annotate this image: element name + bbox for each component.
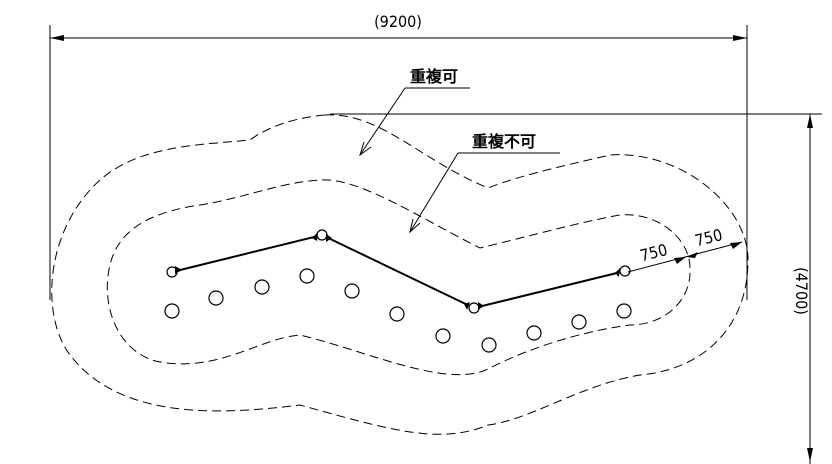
height-arrow-top <box>807 114 813 128</box>
height-arrow-bottom <box>807 448 813 462</box>
width-dimension-text: (9200) <box>374 12 422 31</box>
label-overlap-allowed: 重複可 <box>410 67 458 86</box>
pile-circle <box>435 328 451 344</box>
outer-boundary <box>51 114 749 435</box>
bolt-tick <box>312 232 318 241</box>
offset-arrow <box>686 252 698 258</box>
label-overlap-not-allowed: 重複不可 <box>472 132 536 151</box>
leader-arrow-overlap-allowed <box>359 141 372 157</box>
bolt-tick <box>615 268 620 277</box>
offset-dimension-line <box>627 241 743 273</box>
offset-outer-text: 750 <box>693 225 724 250</box>
height-dimension-text: (4700) <box>792 267 811 315</box>
bolt-corner-marker <box>316 229 328 241</box>
pile-circle <box>526 325 542 341</box>
offset-arrow <box>674 257 686 264</box>
offset-inner-text: 750 <box>638 240 669 265</box>
bolt-tick <box>175 266 182 274</box>
pile-circle <box>254 279 270 295</box>
bolt-tick <box>326 234 332 242</box>
inner-boundary <box>106 179 691 376</box>
leader-overlap-allowed <box>359 87 406 156</box>
bolt-tick <box>478 302 484 310</box>
bolt-line <box>171 233 626 310</box>
width-arrow-left <box>50 35 64 41</box>
pile-circle <box>299 268 315 284</box>
pile-circle <box>344 283 360 299</box>
pile-circle <box>481 337 497 353</box>
pile-circle <box>571 314 587 330</box>
pile-circle <box>616 303 632 319</box>
leader-arrow-overlap-not-allowed <box>409 218 421 234</box>
bolt-tick <box>464 302 470 310</box>
bolt-corner-marker <box>468 302 480 314</box>
bolt-end-marker <box>619 265 631 277</box>
pile-circle <box>208 290 224 306</box>
width-arrow-right <box>733 35 747 41</box>
pile-circle <box>389 306 405 322</box>
pile-circle <box>164 303 180 319</box>
leader-overlap-not-allowed <box>409 152 459 233</box>
offset-arrow <box>730 242 742 249</box>
